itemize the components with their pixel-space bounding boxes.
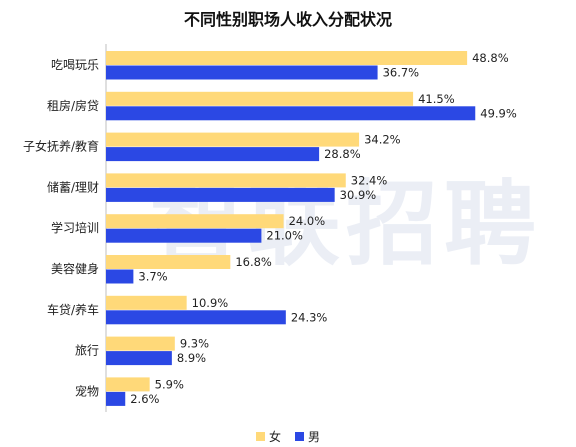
data-label: 2.6% <box>130 392 159 406</box>
category-label: 储蓄/理财 <box>47 179 99 194</box>
data-label: 24.0% <box>289 214 326 228</box>
legend-swatch-female <box>255 432 265 441</box>
legend-label-male: 男 <box>308 430 321 444</box>
category-label: 租房/房贷 <box>47 98 99 113</box>
bar-female <box>106 132 360 147</box>
bar-male <box>106 106 476 121</box>
bar-female <box>106 51 468 65</box>
bar-female <box>106 255 231 269</box>
bar-female <box>106 377 150 392</box>
category-label: 旅行 <box>75 344 99 358</box>
bar-male <box>106 65 378 80</box>
bar-female <box>106 214 284 229</box>
bar-male <box>106 310 286 325</box>
data-label: 32.4% <box>351 173 388 187</box>
category-label: 吃喝玩乐 <box>51 58 99 72</box>
legend-swatch-male <box>295 432 304 441</box>
bar-female <box>106 336 175 351</box>
bar-female <box>106 295 187 310</box>
category-label: 子女抚养/教育 <box>23 139 99 154</box>
data-label: 34.2% <box>364 133 401 147</box>
legend-item-male: 男 <box>295 428 320 445</box>
category-label: 宠物 <box>75 383 99 398</box>
bar-male <box>106 269 134 284</box>
data-label: 24.3% <box>291 310 328 324</box>
bar-female <box>106 173 346 188</box>
data-label: 10.9% <box>192 296 229 310</box>
category-label: 学习培训 <box>51 220 99 235</box>
bar-female <box>106 91 414 106</box>
bar-chart: 吃喝玩乐 48.8% 36.7% 租房/房贷 41.5% 49.9% 子女抚养/教育 34.2… <box>23 44 517 412</box>
chart-title: 不同性别职场人收入分配状况 <box>183 10 392 29</box>
bar-male <box>106 187 335 202</box>
legend: 女 男 <box>0 428 576 445</box>
data-label: 5.9% <box>155 377 184 391</box>
data-label: 21.0% <box>266 229 303 243</box>
data-label: 30.9% <box>340 188 377 202</box>
bar-male <box>106 351 172 366</box>
data-label: 8.9% <box>177 351 206 365</box>
data-label: 36.7% <box>383 66 420 80</box>
data-label: 41.5% <box>418 92 455 106</box>
data-label: 9.3% <box>180 337 209 351</box>
data-label: 48.8% <box>472 51 509 65</box>
data-label: 49.9% <box>480 106 517 120</box>
category-label: 美容健身 <box>51 261 99 276</box>
legend-label-female: 女 <box>268 430 281 444</box>
data-label: 3.7% <box>138 270 167 284</box>
bar-male <box>106 228 262 243</box>
category-label: 车贷/养车 <box>47 302 99 317</box>
data-label: 28.8% <box>324 147 361 161</box>
bar-male <box>106 147 320 162</box>
data-label: 16.8% <box>235 255 272 269</box>
legend-item-female: 女 <box>255 428 281 445</box>
bar-male <box>106 391 126 406</box>
